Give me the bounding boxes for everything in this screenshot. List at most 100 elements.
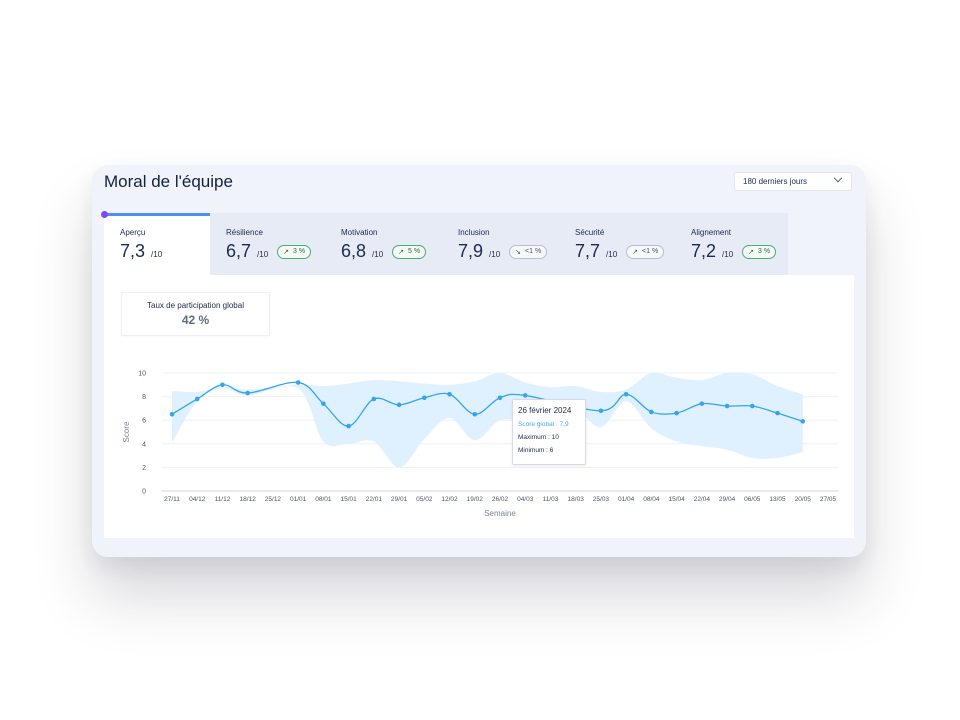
data-point	[447, 391, 452, 397]
x-tick-label: 12/02	[441, 496, 458, 503]
min-max-band	[172, 372, 803, 468]
tab-label: Sécurité	[575, 228, 605, 237]
data-point	[623, 391, 629, 397]
data-point	[800, 419, 806, 424]
x-tick-label: 27/05	[820, 496, 837, 503]
chart-tooltip: 26 février 2024 Score global : 7,9 Maxim…	[512, 399, 586, 465]
x-tick-label: 19/02	[467, 496, 484, 503]
tab-securite[interactable]: Sécurité 7,7 /10 ↗ <1 %	[559, 213, 675, 275]
x-tick-label: 18/12	[240, 496, 257, 503]
x-tick-label: 11/03	[543, 496, 559, 503]
page-title: Moral de l'équipe	[104, 172, 233, 191]
active-tab-indicator	[104, 213, 210, 216]
tab-apercu[interactable]: Aperçu 7,3 /10	[101, 211, 210, 275]
tab-label: Aperçu	[120, 228, 146, 237]
arrow-up-right-icon: ↗	[748, 248, 755, 256]
x-tick-label: 29/04	[719, 496, 736, 503]
y-axis-title: Score	[122, 421, 131, 442]
y-tick-label: 8	[142, 394, 146, 401]
data-point	[371, 396, 377, 402]
x-tick-label: 05/02	[416, 496, 433, 503]
arrow-up-right-icon: ↗	[398, 248, 405, 256]
x-tick-label: 15/04	[668, 496, 685, 503]
trend-value: 5 %	[408, 248, 421, 255]
data-point	[750, 403, 755, 409]
x-tick-label: 22/04	[694, 496, 711, 503]
x-tick-label: 18/03	[568, 496, 585, 503]
arrow-down-right-icon: ↘	[515, 248, 522, 256]
participation-value: 42 %	[181, 313, 210, 327]
participation-box: Taux de participation global 42 %	[121, 292, 270, 336]
tab-value: 6,7	[226, 241, 252, 261]
trend-value: 3 %	[758, 248, 771, 255]
x-tick-label: 01/01	[290, 496, 307, 503]
x-tick-label: 06/05	[744, 496, 761, 503]
tab-alignement[interactable]: Alignement 7,2 /10 ↗ 3 %	[675, 213, 788, 275]
arrow-up-right-icon: ↗	[283, 248, 290, 256]
tab-unit: /10	[151, 249, 163, 259]
data-point	[699, 401, 705, 406]
tooltip-minimum: Minimum : 6	[518, 447, 554, 454]
tab-value: 7,9	[458, 241, 484, 261]
tab-unit: /10	[372, 249, 384, 259]
x-tick-label: 29/01	[391, 496, 408, 503]
trend-value: 3 %	[293, 248, 306, 255]
metric-tabs: Aperçu 7,3 /10 Résilience 6,7 /10 ↗ 3 % M…	[101, 211, 788, 275]
data-point	[497, 395, 503, 401]
tab-value: 7,7	[575, 241, 601, 261]
period-select-value: 180 derniers jours	[743, 177, 808, 186]
x-tick-label: 11/12	[215, 496, 231, 503]
tooltip-maximum: Maximum : 10	[518, 434, 559, 441]
tab-value: 7,2	[691, 241, 717, 261]
tab-unit: /10	[606, 249, 618, 259]
tab-unit: /10	[722, 249, 734, 259]
tab-value: 6,8	[341, 241, 367, 261]
y-tick-label: 2	[142, 465, 146, 472]
tab-value: 7,3	[120, 241, 146, 261]
tab-unit: /10	[489, 249, 501, 259]
data-point	[724, 403, 730, 409]
trend-value: <1 %	[642, 248, 659, 255]
trend-badge: ↗ <1 %	[626, 244, 665, 259]
data-point	[220, 382, 225, 388]
x-tick-label: 27/11	[164, 496, 180, 503]
trend-value: <1 %	[525, 248, 542, 255]
score-line-chart[interactable]: 0 2 4 6 8 10 27/11 04/12 11/12 18/12 25/12 01/01 08/…	[104, 275, 854, 538]
x-tick-label: 04/03	[517, 496, 534, 503]
trend-badge: ↗ 5 %	[392, 244, 427, 259]
data-point	[422, 395, 427, 401]
x-tick-label: 15/01	[340, 496, 357, 503]
tab-label: Résilience	[226, 228, 263, 237]
data-point	[321, 401, 326, 406]
x-tick-label: 25/12	[265, 496, 282, 503]
tab-motivation[interactable]: Motivation 6,8 /10 ↗ 5 %	[325, 213, 442, 275]
data-point	[472, 412, 478, 417]
data-point	[245, 390, 250, 396]
x-tick-label: 01/04	[618, 496, 635, 503]
x-tick-label: 08/01	[315, 496, 332, 503]
tab-label: Alignement	[691, 228, 732, 237]
trend-badge: ↗ 3 %	[277, 244, 312, 259]
x-tick-label: 04/12	[189, 496, 206, 503]
x-tick-label: 26/02	[492, 496, 509, 503]
participation-label: Taux de participation global	[147, 301, 244, 310]
tab-resilience[interactable]: Résilience 6,7 /10 ↗ 3 %	[210, 213, 325, 275]
trend-badge: ↘ <1 %	[509, 244, 548, 259]
chart-panel: Taux de participation global 42 % 0 2 4 6 8 1…	[104, 275, 854, 538]
y-tick-label: 10	[138, 371, 146, 378]
x-tick-label: 22/01	[366, 496, 383, 503]
active-tab-dot	[101, 211, 108, 218]
tab-inclusion[interactable]: Inclusion 7,9 /10 ↘ <1 %	[442, 213, 559, 275]
y-tick-label: 4	[142, 441, 146, 448]
team-morale-card: Moral de l'équipe 180 derniers jours Ape…	[92, 165, 866, 557]
period-select[interactable]: 180 derniers jours	[734, 172, 852, 191]
x-tick-label: 20/05	[795, 496, 812, 503]
data-point	[775, 410, 780, 416]
data-point	[522, 393, 528, 398]
tab-unit: /10	[257, 249, 269, 259]
data-point	[295, 380, 301, 385]
data-point	[396, 402, 402, 408]
data-point	[346, 423, 351, 429]
trend-badge: ↗ 3 %	[742, 244, 777, 259]
tooltip-score: Score global : 7,9	[518, 421, 569, 428]
